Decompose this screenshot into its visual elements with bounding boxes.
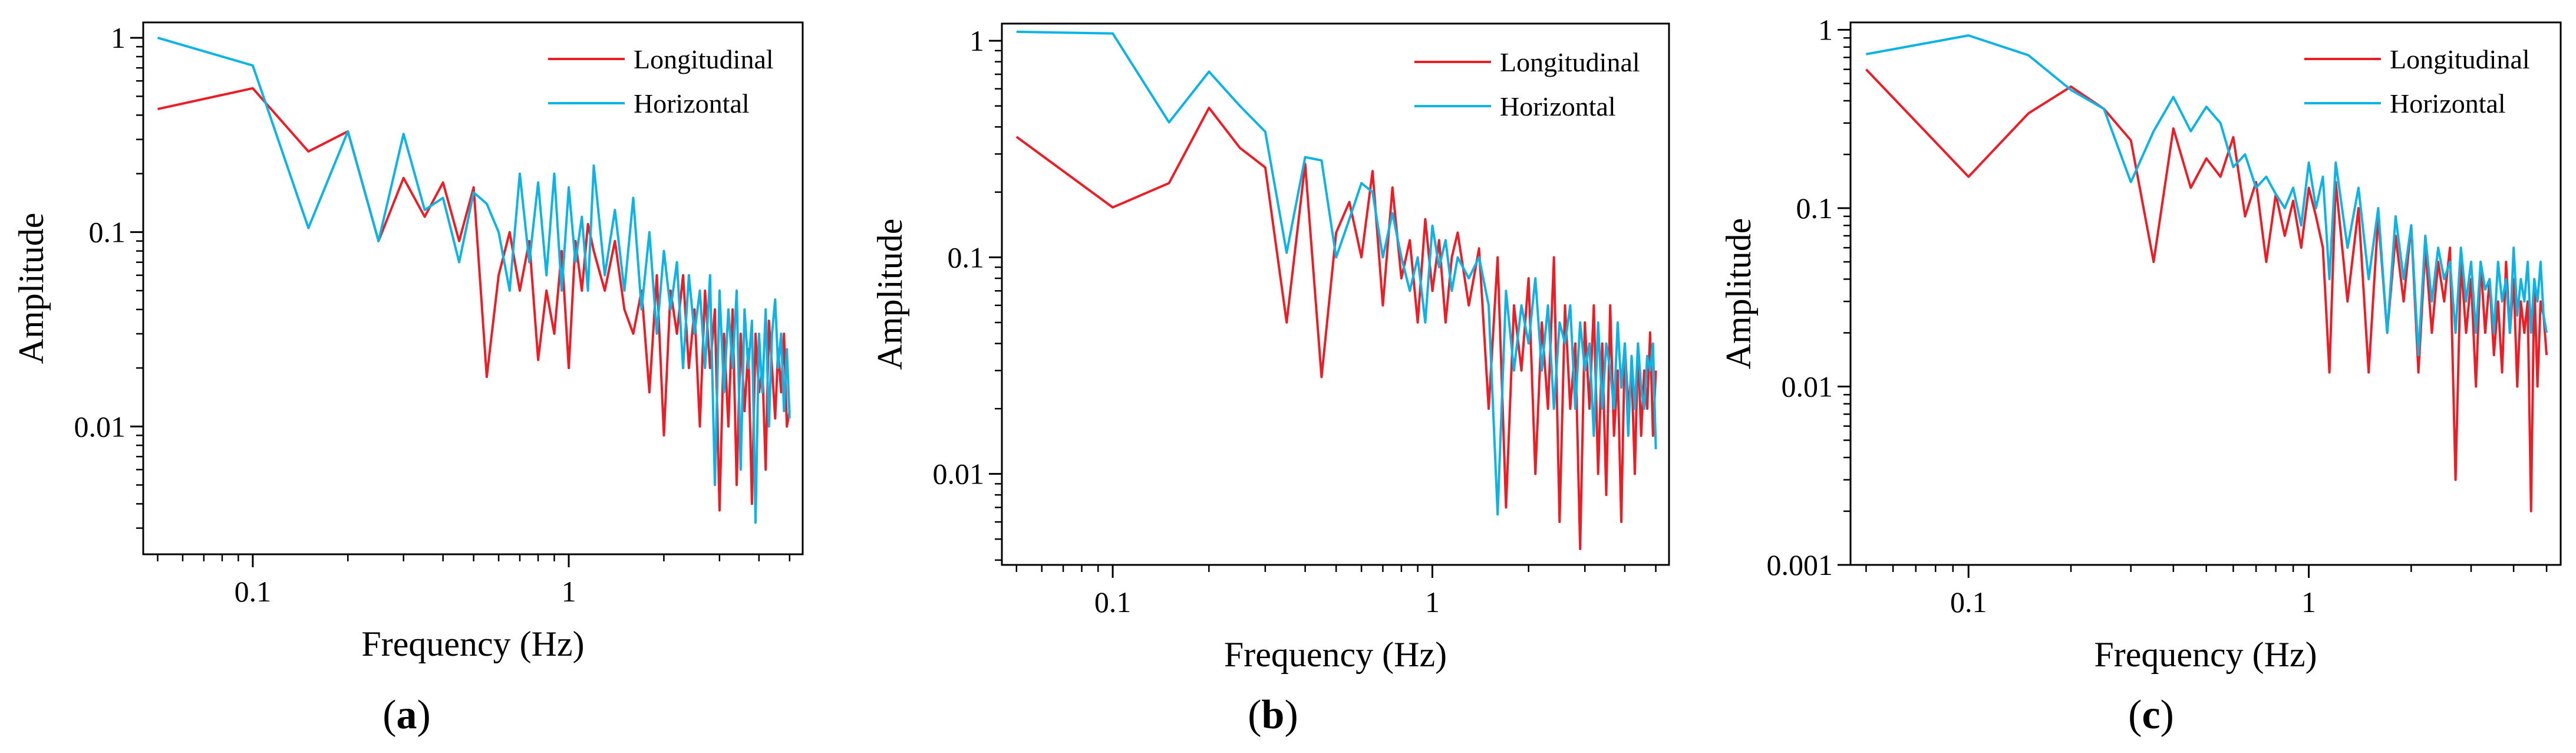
- plot-frame: [1849, 21, 2562, 566]
- legend-label-longitudinal: Longitudinal: [1500, 47, 1640, 77]
- y-tick-label: 0.1: [948, 241, 985, 274]
- chart-panel-a: 0.1 1 1 0.1 0.01 Frequency (Hz) Amplitude Longi…: [12, 21, 804, 738]
- legend-label-horizontal: Horizontal: [1500, 91, 1616, 121]
- y-axis-label: Amplitude: [870, 219, 909, 370]
- x-tick-label: 1: [2301, 586, 2316, 619]
- panel-caption: (a): [382, 692, 431, 738]
- panel-caption: (c): [2128, 692, 2174, 738]
- legend-label-longitudinal: Longitudinal: [2390, 44, 2530, 74]
- series-line-longitudinal: [1865, 68, 2548, 512]
- y-axis-label: Amplitude: [12, 213, 51, 364]
- legend-label-horizontal: Horizontal: [634, 88, 750, 119]
- x-tick-label: 0.1: [1950, 586, 1987, 619]
- y-tick-label: 1: [969, 24, 984, 57]
- y-tick-label: 1: [111, 21, 126, 54]
- y-tick-label: 0.01: [933, 458, 985, 491]
- x-axis-label: Frequency (Hz): [361, 624, 584, 663]
- legend: Longitudinal Horizontal: [1414, 47, 1640, 121]
- panel-caption: (b): [1248, 692, 1298, 738]
- chart-panel-c: 0.1 1 1 0.1 0.01 0.001 Frequency (Hz) Amplitude…: [1719, 14, 2562, 738]
- y-tick-label: 0.001: [1767, 548, 1833, 581]
- y-axis-label: Amplitude: [1719, 218, 1758, 370]
- series-line-horizontal: [1866, 34, 2548, 357]
- y-tick-label: 1: [1818, 14, 1833, 47]
- y-tick-label: 0.1: [89, 216, 126, 249]
- y-tick-label: 0.01: [1782, 370, 1833, 403]
- series-line-longitudinal: [157, 87, 791, 512]
- x-axis-label: Frequency (Hz): [2094, 635, 2317, 674]
- chart-panel-b: 0.1 1 1 0.1 0.01 Frequency (Hz) Amplitude Longi…: [870, 22, 1670, 738]
- legend: Longitudinal Horizontal: [2304, 44, 2530, 119]
- x-tick-label: 1: [1425, 586, 1440, 619]
- x-tick-label: 0.1: [1094, 586, 1132, 619]
- x-tick-label: 0.1: [235, 575, 272, 608]
- legend: Longitudinal Horizontal: [548, 44, 774, 119]
- series-line-horizontal: [1016, 30, 1657, 516]
- legend-label-horizontal: Horizontal: [2390, 88, 2506, 119]
- legend-label-longitudinal: Longitudinal: [634, 44, 774, 74]
- series-line-horizontal: [157, 37, 791, 524]
- x-tick-label: 1: [562, 575, 576, 608]
- y-tick-label: 0.1: [1796, 192, 1833, 225]
- x-axis-label: Frequency (Hz): [1224, 635, 1447, 674]
- y-tick-label: 0.01: [74, 410, 126, 443]
